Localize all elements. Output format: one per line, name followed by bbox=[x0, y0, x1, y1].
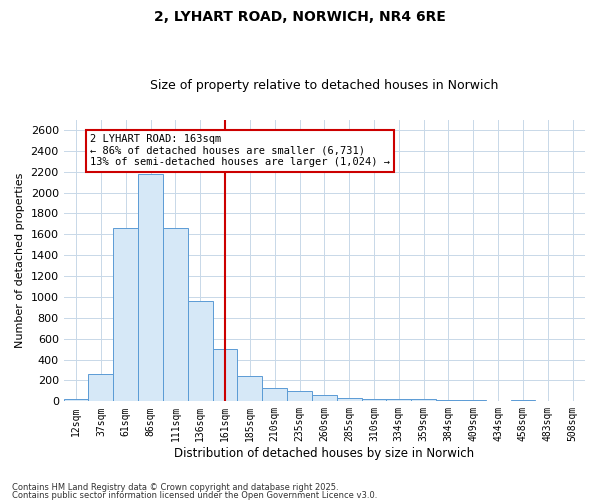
Bar bbox=[337, 398, 362, 402]
Bar bbox=[461, 400, 485, 402]
Bar bbox=[64, 398, 88, 402]
Text: 2 LYHART ROAD: 163sqm
← 86% of detached houses are smaller (6,731)
13% of semi-d: 2 LYHART ROAD: 163sqm ← 86% of detached … bbox=[90, 134, 390, 168]
Bar bbox=[386, 399, 411, 402]
Bar bbox=[188, 301, 212, 402]
X-axis label: Distribution of detached houses by size in Norwich: Distribution of detached houses by size … bbox=[174, 447, 475, 460]
Bar bbox=[88, 374, 113, 402]
Bar bbox=[163, 228, 188, 402]
Bar bbox=[212, 349, 238, 402]
Bar bbox=[138, 174, 163, 402]
Text: Contains HM Land Registry data © Crown copyright and database right 2025.: Contains HM Land Registry data © Crown c… bbox=[12, 484, 338, 492]
Bar bbox=[411, 399, 436, 402]
Bar bbox=[312, 395, 337, 402]
Bar bbox=[262, 388, 287, 402]
Bar bbox=[113, 228, 138, 402]
Bar bbox=[436, 400, 461, 402]
Y-axis label: Number of detached properties: Number of detached properties bbox=[15, 173, 25, 348]
Text: Contains public sector information licensed under the Open Government Licence v3: Contains public sector information licen… bbox=[12, 491, 377, 500]
Text: 2, LYHART ROAD, NORWICH, NR4 6RE: 2, LYHART ROAD, NORWICH, NR4 6RE bbox=[154, 10, 446, 24]
Bar bbox=[362, 398, 386, 402]
Title: Size of property relative to detached houses in Norwich: Size of property relative to detached ho… bbox=[150, 79, 499, 92]
Bar bbox=[511, 400, 535, 402]
Bar bbox=[238, 376, 262, 402]
Bar bbox=[287, 391, 312, 402]
